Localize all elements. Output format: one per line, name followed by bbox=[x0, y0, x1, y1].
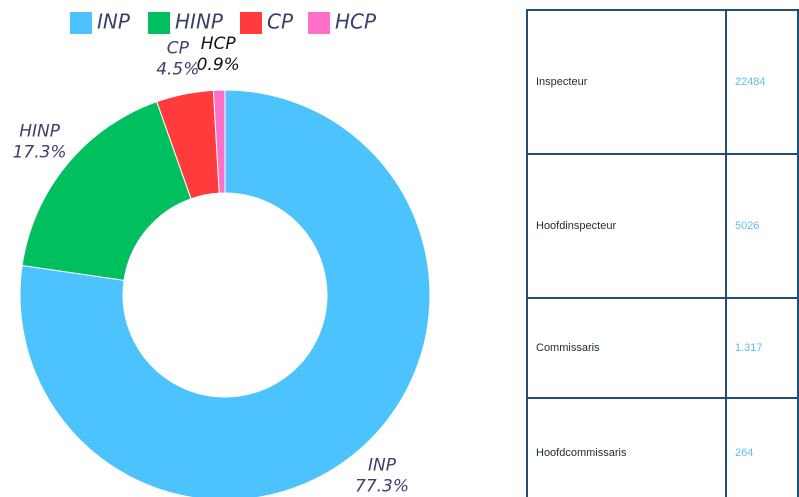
legend-label: HINP bbox=[175, 10, 224, 34]
legend-swatch bbox=[308, 12, 330, 34]
table-row: Hoofdinspecteur 5026 bbox=[526, 153, 799, 299]
slice-value-label: 4.5% bbox=[156, 60, 199, 80]
table-row: Inspecteur 22484 bbox=[526, 9, 799, 155]
slice-label: HCP bbox=[201, 34, 237, 54]
donut-slice bbox=[19, 89, 431, 497]
slice-label: CP bbox=[167, 39, 190, 59]
legend-swatch bbox=[148, 12, 170, 34]
table: Inspecteur 22484 Hoofdinspecteur 5026 Commis… bbox=[526, 9, 799, 497]
legend-label: CP bbox=[267, 10, 294, 34]
count-cell: 5026 bbox=[724, 153, 799, 299]
legend-swatch bbox=[240, 12, 262, 34]
table-row: Hoofdcommissaris 264 bbox=[526, 397, 799, 497]
slice-label: HINP bbox=[19, 122, 61, 142]
count-cell: 1.317 bbox=[724, 297, 799, 399]
count-cell: 22484 bbox=[724, 9, 799, 155]
legend-label: INP bbox=[97, 10, 131, 34]
rank-cell: Hoofdinspecteur bbox=[526, 153, 727, 299]
donut-slice bbox=[21, 101, 192, 281]
table-row: Commissaris 1.317 bbox=[526, 297, 799, 399]
rank-cell: Hoofdcommissaris bbox=[526, 397, 727, 497]
slice-value-label: 17.3% bbox=[13, 143, 67, 163]
rank-cell: Commissaris bbox=[526, 297, 727, 399]
slice-value-label: 0.9% bbox=[197, 55, 240, 75]
slice-value-label: 77.3% bbox=[355, 477, 409, 497]
legend-label: HCP bbox=[335, 10, 377, 34]
slice-label: INP bbox=[368, 456, 397, 476]
rank-cell: Inspecteur bbox=[526, 9, 727, 155]
legend-swatch bbox=[70, 12, 92, 34]
count-cell: 264 bbox=[724, 397, 799, 497]
donut-slice bbox=[212, 89, 226, 194]
